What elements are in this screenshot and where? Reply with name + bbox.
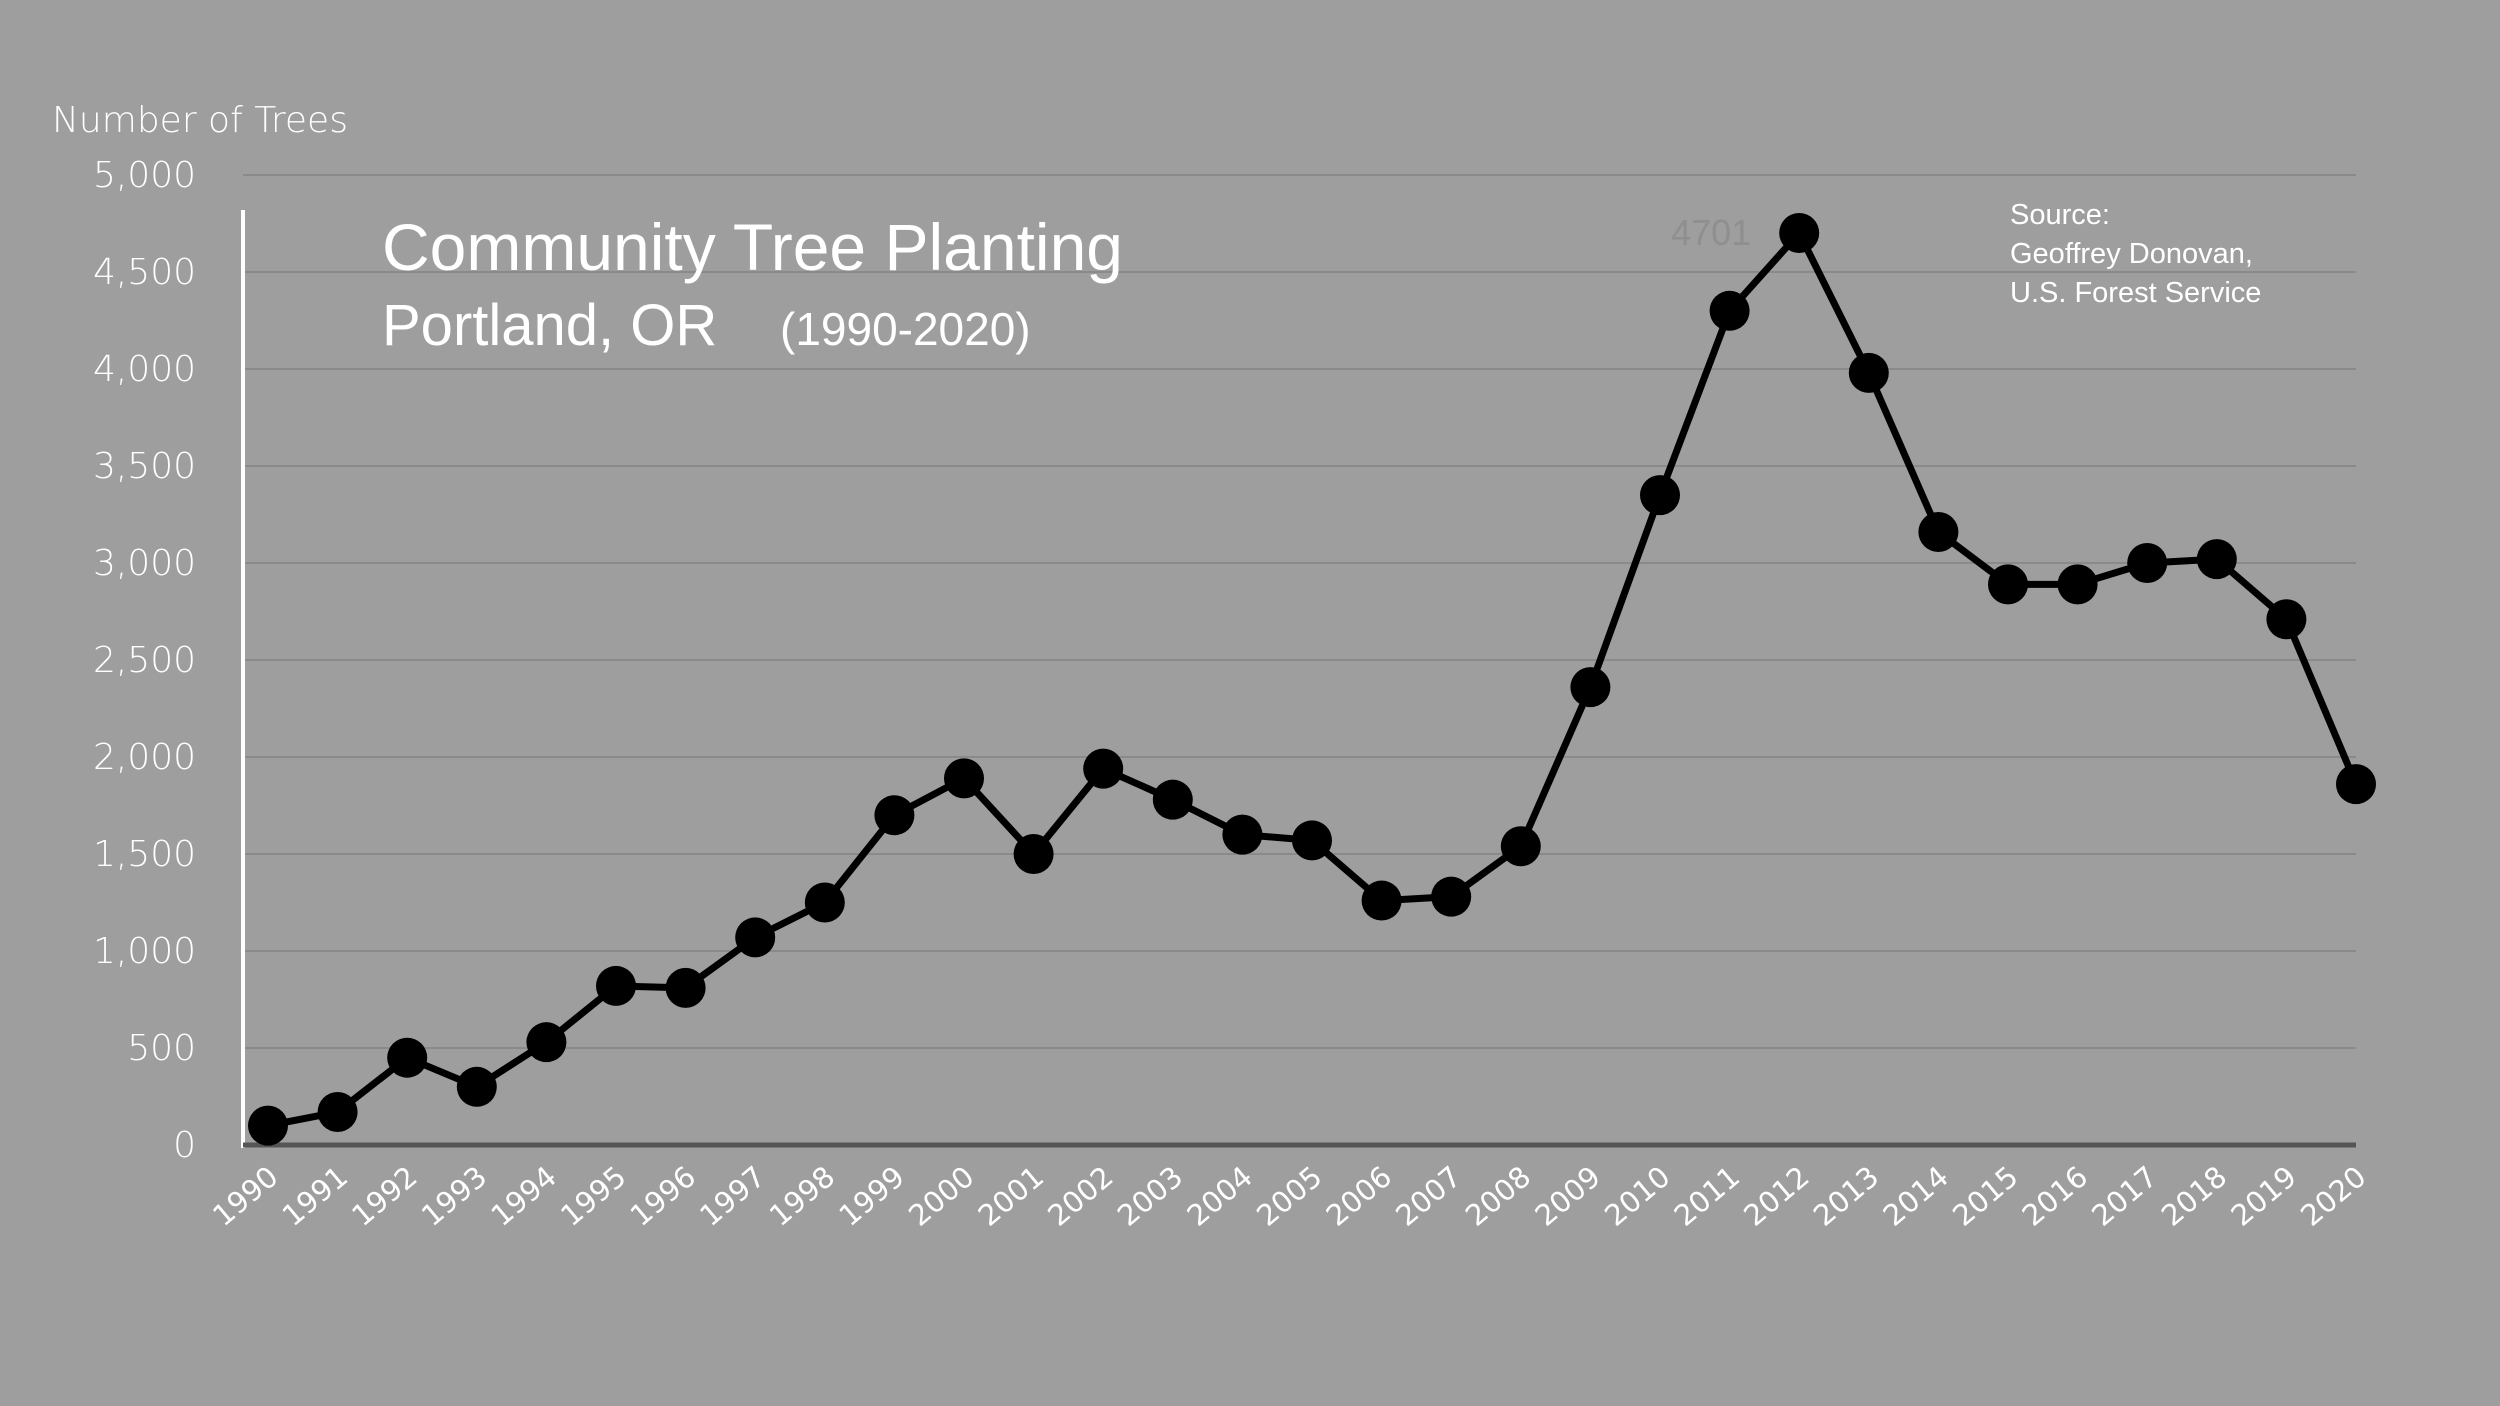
data-point-2012: [1779, 213, 1820, 254]
data-point-1994: [526, 1022, 567, 1063]
y-axis-label: Number of Trees: [52, 100, 348, 141]
x-tick-label: 2006: [1320, 1159, 1398, 1232]
x-tick-label: 1996: [624, 1159, 702, 1232]
data-point-1999: [874, 795, 915, 836]
data-point-1990: [248, 1105, 288, 1146]
x-tick-label: 1998: [763, 1159, 841, 1232]
data-point-2005: [1292, 820, 1332, 861]
series-line: [267, 229, 2360, 1130]
x-tick-label: 2016: [2016, 1159, 2094, 1232]
y-tick-label: 1,500: [93, 834, 196, 875]
data-point-2015: [1988, 564, 2028, 605]
data-points: [248, 213, 2376, 1146]
data-point-2003: [1152, 779, 1193, 820]
x-tick-label: 2000: [902, 1159, 980, 1232]
x-tick-label: 1992: [345, 1159, 423, 1232]
y-tick-label: 2,500: [93, 640, 196, 681]
chart-subtitle-range: (1990-2020): [780, 303, 1031, 355]
x-tick-label: 2013: [1807, 1159, 1885, 1232]
data-point-2008: [1500, 826, 1541, 867]
series-line-group: [267, 229, 2360, 1130]
data-point-2018: [2196, 539, 2237, 580]
y-tick-label: 5,000: [93, 155, 196, 196]
source-line-2: Geoffrey Donovan,: [2010, 238, 2253, 270]
data-point-2011: [1709, 290, 1750, 331]
y-tick-label: 3,000: [93, 543, 196, 584]
data-point-1998: [804, 882, 845, 923]
y-tick-label: 2,000: [93, 737, 196, 778]
data-point-2019: [2266, 599, 2307, 640]
x-tick-label: 2014: [1877, 1159, 1955, 1232]
x-tick-label: 2003: [1111, 1159, 1189, 1232]
x-tick-label: 2008: [1459, 1159, 1537, 1232]
y-tick-label: 4,000: [93, 349, 196, 390]
x-tick-label: 2004: [1181, 1159, 1259, 1232]
x-tick-label: 2012: [1737, 1159, 1815, 1232]
x-tick-label: 2007: [1389, 1159, 1467, 1232]
x-tick-label: 2020: [2294, 1159, 2372, 1232]
x-tick-label: 2005: [1250, 1159, 1328, 1232]
y-tick-label: 500: [127, 1028, 196, 1069]
data-point-2017: [2127, 543, 2168, 583]
y-tick-label: 1,000: [93, 931, 196, 972]
data-point-1995: [596, 965, 636, 1006]
data-point-2020: [2336, 764, 2376, 805]
peak-value-label: 4701: [1671, 212, 1751, 253]
chart-title: Community Tree Planting: [382, 210, 1123, 284]
data-point-2013: [1848, 352, 1889, 393]
y-tick-label: 0: [173, 1125, 196, 1166]
data-point-1993: [456, 1066, 497, 1107]
x-tick-label: 1999: [833, 1159, 911, 1232]
data-point-1997: [735, 917, 776, 958]
y-tick-label: 3,500: [93, 446, 196, 487]
x-tick-label: 2019: [2225, 1159, 2303, 1232]
x-tick-labels: 1990199119921993199419951996199719981999…: [206, 1159, 2372, 1232]
chart-subtitle: Portland, OR: [382, 293, 717, 358]
source-line-3: U.S. Forest Service: [2010, 277, 2261, 309]
x-tick-label: 2002: [1041, 1159, 1119, 1232]
data-point-2006: [1361, 880, 1402, 921]
x-tick-label: 1995: [554, 1159, 632, 1232]
source-line-1: Source:: [2010, 199, 2110, 231]
data-point-1991: [317, 1092, 358, 1133]
x-tick-label: 2010: [1598, 1159, 1676, 1232]
y-tick-label: 4,500: [93, 252, 196, 293]
data-point-2007: [1431, 876, 1472, 917]
data-point-2010: [1640, 475, 1680, 516]
x-tick-label: 2009: [1529, 1159, 1607, 1232]
data-point-2004: [1222, 814, 1263, 855]
data-point-1996: [665, 967, 706, 1008]
x-tick-label: 1993: [415, 1159, 493, 1232]
x-tick-label: 1994: [485, 1159, 563, 1232]
data-point-1992: [387, 1037, 428, 1078]
x-tick-label: 2017: [2085, 1159, 2163, 1232]
x-tick-label: 1991: [276, 1159, 354, 1232]
x-tick-label: 2001: [972, 1159, 1050, 1232]
data-point-2002: [1083, 748, 1124, 789]
data-point-2000: [944, 758, 984, 799]
data-point-2009: [1570, 667, 1611, 708]
y-tick-labels: 0 500 1,000 1,500 2,000 2,500 3,000 3,500 4,000 4…: [93, 155, 196, 1166]
x-tick-label: 1990: [206, 1159, 284, 1232]
data-point-2014: [1918, 511, 1959, 552]
x-tick-label: 2011: [1668, 1159, 1746, 1232]
data-point-2001: [1013, 834, 1054, 874]
x-tick-label: 2018: [2155, 1159, 2233, 1232]
x-tick-label: 2015: [1946, 1159, 2024, 1232]
x-tick-label: 1997: [693, 1159, 771, 1232]
annotations: 4701: [1671, 212, 1751, 253]
gridlines: [243, 174, 2356, 1049]
data-point-2016: [2057, 564, 2098, 605]
